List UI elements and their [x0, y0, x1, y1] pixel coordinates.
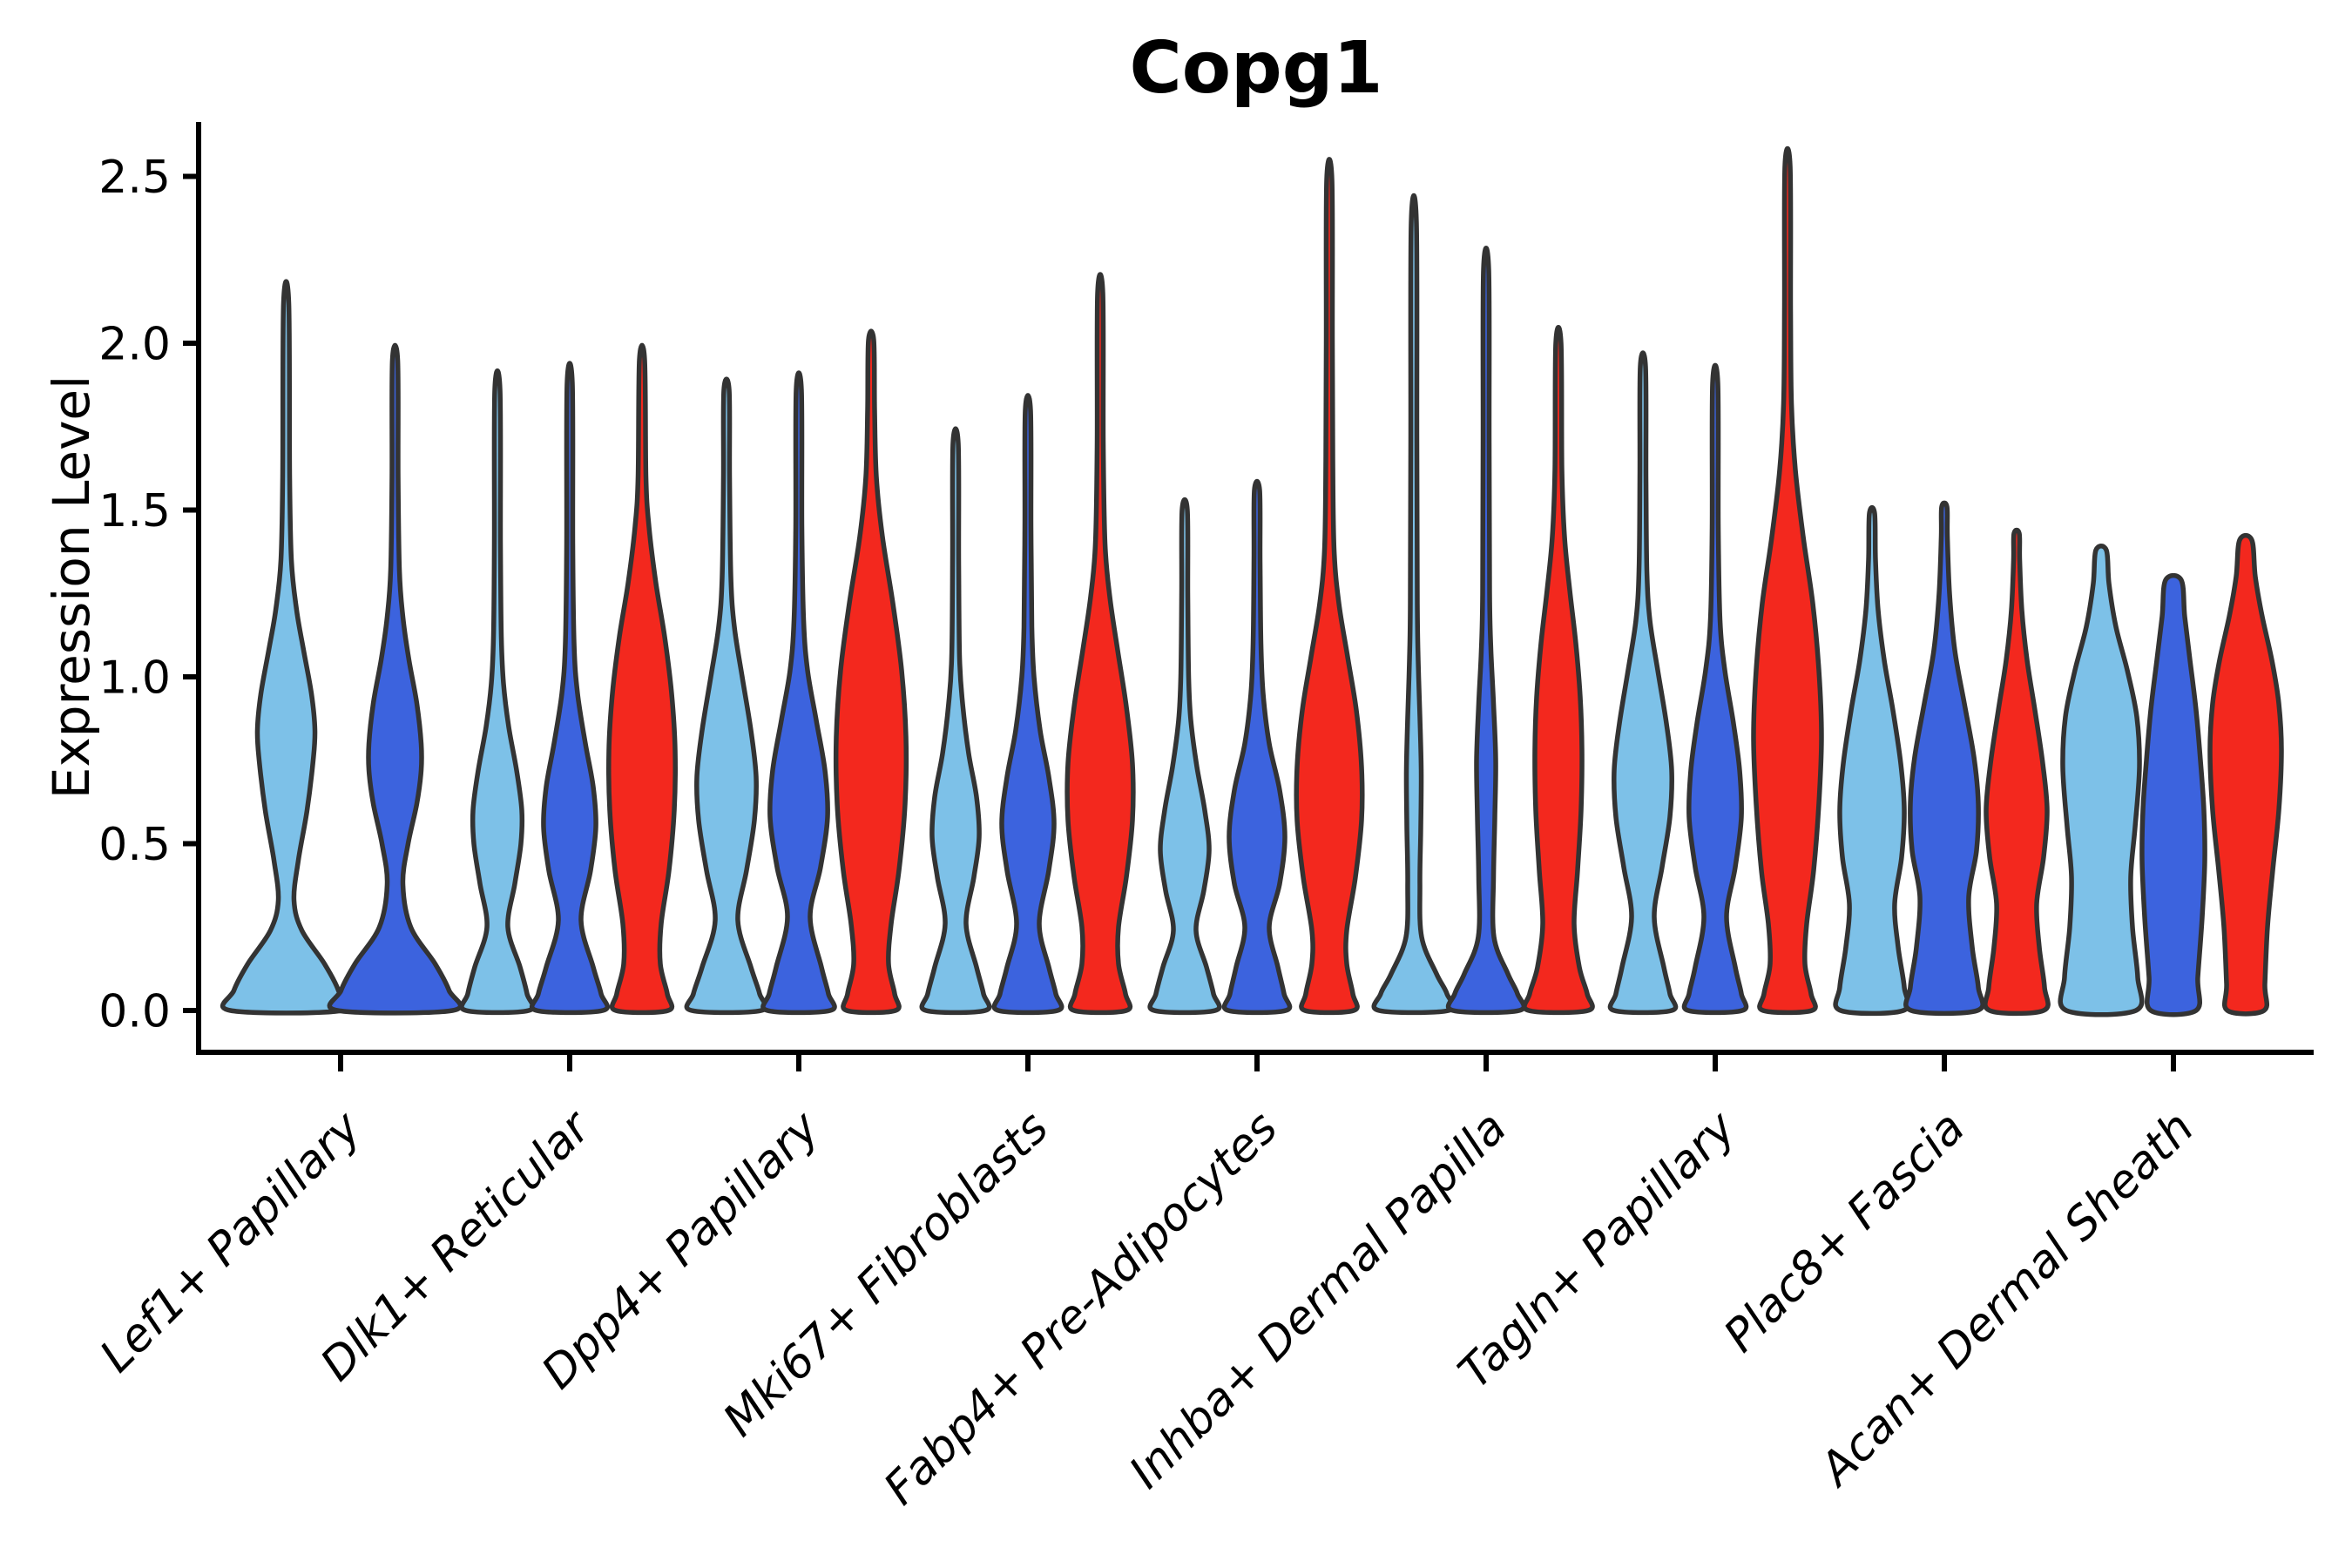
violin: [684, 376, 769, 1016]
violin: [991, 393, 1064, 1016]
violin: [1681, 362, 1749, 1016]
violin: [606, 342, 678, 1016]
y-axis-label: Expression Level: [42, 375, 101, 799]
violin: [1294, 157, 1365, 1016]
violin: [2058, 543, 2145, 1017]
y-tick-label: 1.0: [98, 652, 171, 704]
y-tick-label: 2.5: [98, 152, 171, 204]
violin: [1147, 497, 1222, 1016]
axis-spine: [196, 122, 2314, 1055]
violin: [1751, 145, 1824, 1016]
violin: [760, 370, 837, 1016]
y-tick-label: 0.5: [98, 819, 171, 871]
violin: [1445, 246, 1527, 1016]
violin: [530, 361, 610, 1016]
violin: [2139, 572, 2207, 1017]
violin: [1833, 504, 1911, 1017]
x-tick-label: Fabp4+ Pre-Adipocytes: [875, 1102, 1288, 1516]
chart-title: Copg1: [1130, 27, 1383, 110]
y-tick-label: 1.5: [98, 485, 171, 537]
violin: [1607, 350, 1679, 1016]
violin: [1221, 478, 1293, 1016]
y-tick-label: 0.0: [98, 985, 171, 1037]
violin: [1371, 193, 1456, 1016]
violin: [220, 279, 352, 1016]
x-tick-label: Inhba+ Dermal Papilla: [1119, 1102, 1517, 1499]
x-tick-label: Acan+ Dermal Sheath: [1808, 1102, 2204, 1497]
violin: [1064, 272, 1136, 1016]
violin: [459, 368, 536, 1016]
violin: [919, 426, 992, 1016]
violin: [2207, 532, 2284, 1017]
x-tick-label: Plac8+ Fascia: [1714, 1102, 1975, 1362]
violin: [327, 342, 463, 1016]
y-tick-label: 2.0: [98, 318, 171, 370]
violins-layer: [220, 145, 2284, 1017]
violin: [833, 328, 909, 1016]
violin: [1522, 325, 1595, 1016]
violin: [1983, 527, 2051, 1017]
violin: [1903, 500, 1985, 1017]
